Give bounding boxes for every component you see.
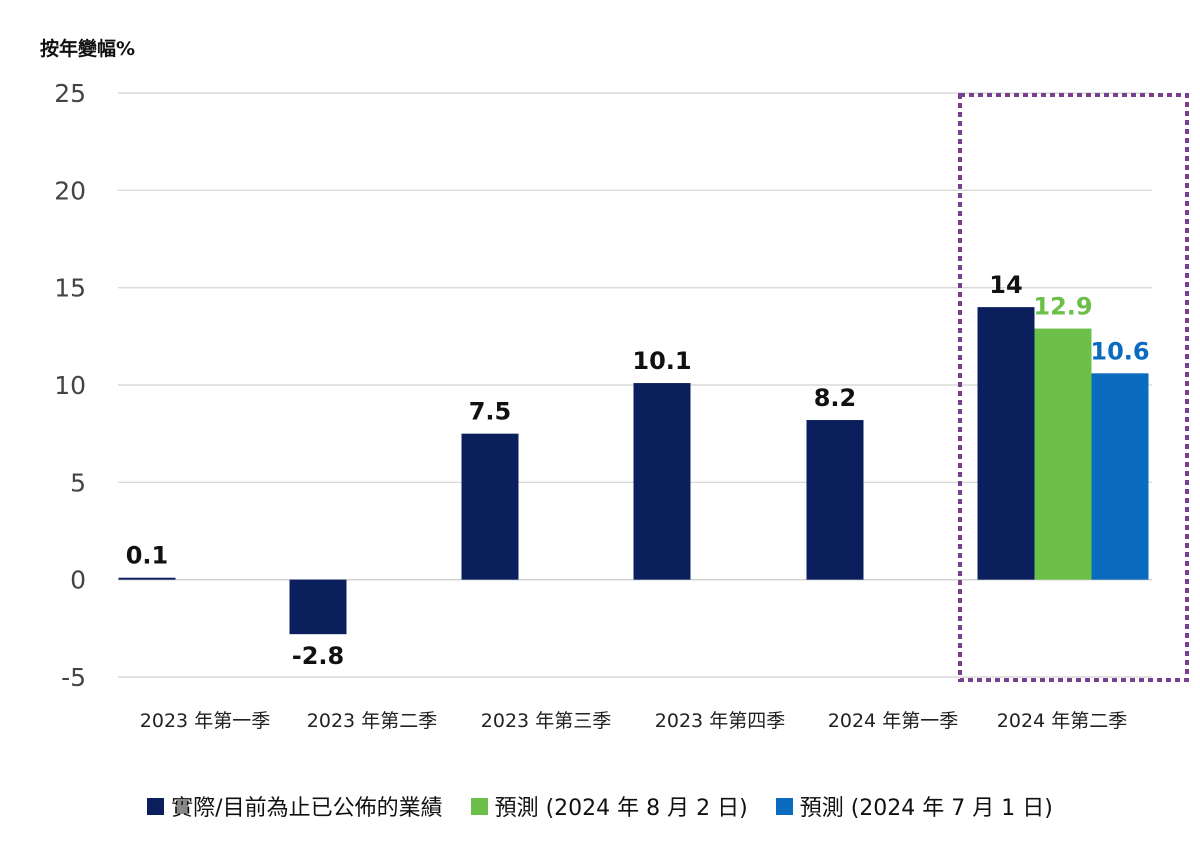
- bar: [806, 420, 864, 580]
- x-tick-label: 2023 年第一季: [140, 710, 270, 732]
- x-tick-label: 2023 年第二季: [307, 710, 437, 732]
- y-tick-label: 25: [54, 79, 86, 108]
- data-label: 12.9: [1033, 293, 1092, 321]
- legend-swatch: [775, 797, 793, 815]
- x-tick-label: 2023 年第四季: [655, 710, 785, 732]
- chart-plot: 25 20 15 10 5 0 -5 2023 年第一季 2023 年第二季 2023 年第三季 2…: [54, 79, 1189, 732]
- data-label: -2.8: [292, 642, 344, 670]
- bar: [1091, 373, 1149, 580]
- x-tick-label: 2024 年第二季: [997, 710, 1127, 732]
- bar: [118, 577, 176, 580]
- legend-swatch: [470, 797, 488, 815]
- y-tick-label: 10: [54, 371, 86, 400]
- data-label: 0.1: [126, 542, 169, 570]
- y-axis-label: 按年變幅%: [40, 38, 136, 60]
- legend-item: 預測 (2024 年 8 月 2 日): [470, 790, 748, 822]
- y-tick-label: -5: [61, 663, 86, 692]
- y-tick-label: 0: [70, 566, 86, 595]
- legend-swatch: [147, 797, 165, 815]
- bar: [461, 433, 519, 580]
- y-tick-label: 20: [54, 176, 86, 205]
- data-label: 8.2: [814, 384, 857, 412]
- bar: [977, 307, 1035, 580]
- legend-label: 實際/目前為止已公佈的業績: [171, 796, 443, 821]
- legend-label: 預測 (2024 年 7 月 1 日): [799, 796, 1053, 821]
- legend-item: 預測 (2024 年 7 月 1 日): [775, 790, 1053, 822]
- bar: [1034, 328, 1092, 580]
- legend-label: 預測 (2024 年 8 月 2 日): [494, 796, 748, 821]
- legend: 實際/目前為止已公佈的業績 預測 (2024 年 8 月 2 日) 預測 (2024…: [0, 790, 1200, 822]
- legend-item: 實際/目前為止已公佈的業績: [147, 790, 443, 822]
- bar: [289, 579, 347, 635]
- bar: [633, 383, 691, 580]
- data-label: 7.5: [469, 398, 512, 426]
- data-label: 14: [989, 271, 1022, 299]
- y-tick-label: 5: [70, 468, 86, 497]
- data-label: 10.1: [632, 347, 691, 375]
- data-label: 10.6: [1090, 337, 1149, 365]
- x-tick-label: 2024 年第一季: [828, 710, 958, 732]
- x-tick-label: 2023 年第三季: [481, 710, 611, 732]
- y-tick-label: 15: [54, 274, 86, 303]
